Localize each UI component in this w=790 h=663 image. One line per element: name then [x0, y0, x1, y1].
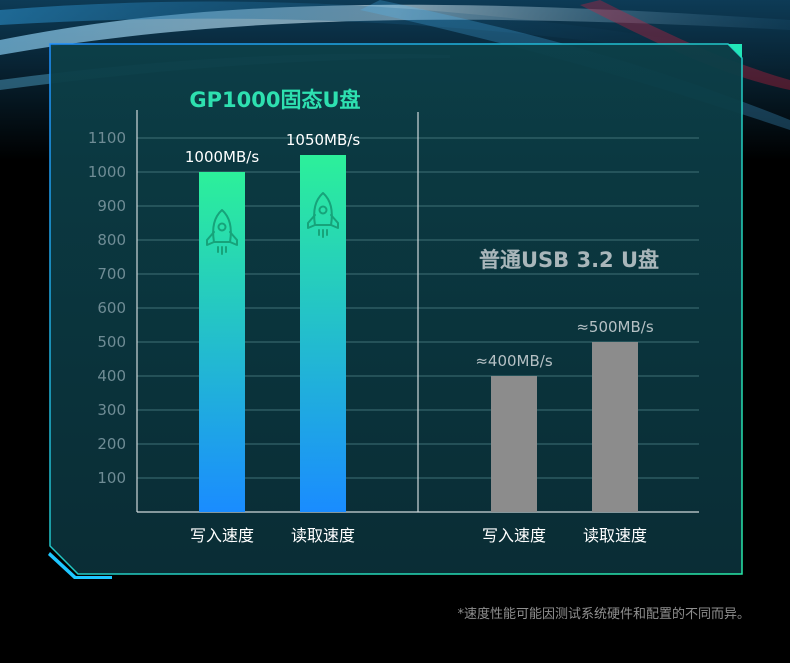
data-label: 1000MB/s: [185, 148, 259, 166]
y-tick-label: 1100: [88, 129, 126, 147]
rocket-icon: [307, 192, 339, 238]
y-tick-label: 600: [97, 299, 126, 317]
category-label: 写入速度: [190, 526, 254, 545]
y-tick-label: 500: [97, 333, 126, 351]
group-title-gp1000: GP1000固态U盘: [189, 88, 360, 112]
footnote: *速度性能可能因测试系统硬件和配置的不同而异。: [457, 607, 750, 622]
bar-gp1000: [199, 172, 245, 512]
y-tick-label: 300: [97, 401, 126, 419]
icons: [206, 192, 339, 255]
y-tick-label: 1000: [88, 163, 126, 181]
rocket-icon: [206, 209, 238, 255]
y-tick-label: 900: [97, 197, 126, 215]
bar-gp1000: [300, 155, 346, 512]
bar-usb32: [592, 342, 638, 512]
category-labels: 写入速度 读取速度 写入速度 读取速度: [190, 526, 647, 545]
y-tick-label: 700: [97, 265, 126, 283]
category-label: 读取速度: [583, 526, 647, 545]
data-label: ≈400MB/s: [475, 352, 552, 370]
bars: [199, 155, 638, 512]
data-label: 1050MB/s: [286, 131, 360, 149]
y-tick-label: 100: [97, 469, 126, 487]
y-tick-labels: 100 200 300 400 500 600 700 800 900 1000 1100: [88, 129, 126, 487]
y-tick-label: 400: [97, 367, 126, 385]
data-labels: 1000MB/s 1050MB/s ≈400MB/s ≈500MB/s: [185, 131, 654, 370]
frame-corner-accent-top-right: [728, 44, 742, 58]
category-label: 读取速度: [291, 526, 355, 545]
category-label: 写入速度: [482, 526, 546, 545]
frame-corner-accent-bottom-left: [48, 552, 112, 579]
bar-usb32: [491, 376, 537, 512]
y-tick-label: 200: [97, 435, 126, 453]
group-title-usb32: 普通USB 3.2 U盘: [479, 248, 659, 272]
data-label: ≈500MB/s: [576, 318, 653, 336]
y-tick-label: 800: [97, 231, 126, 249]
